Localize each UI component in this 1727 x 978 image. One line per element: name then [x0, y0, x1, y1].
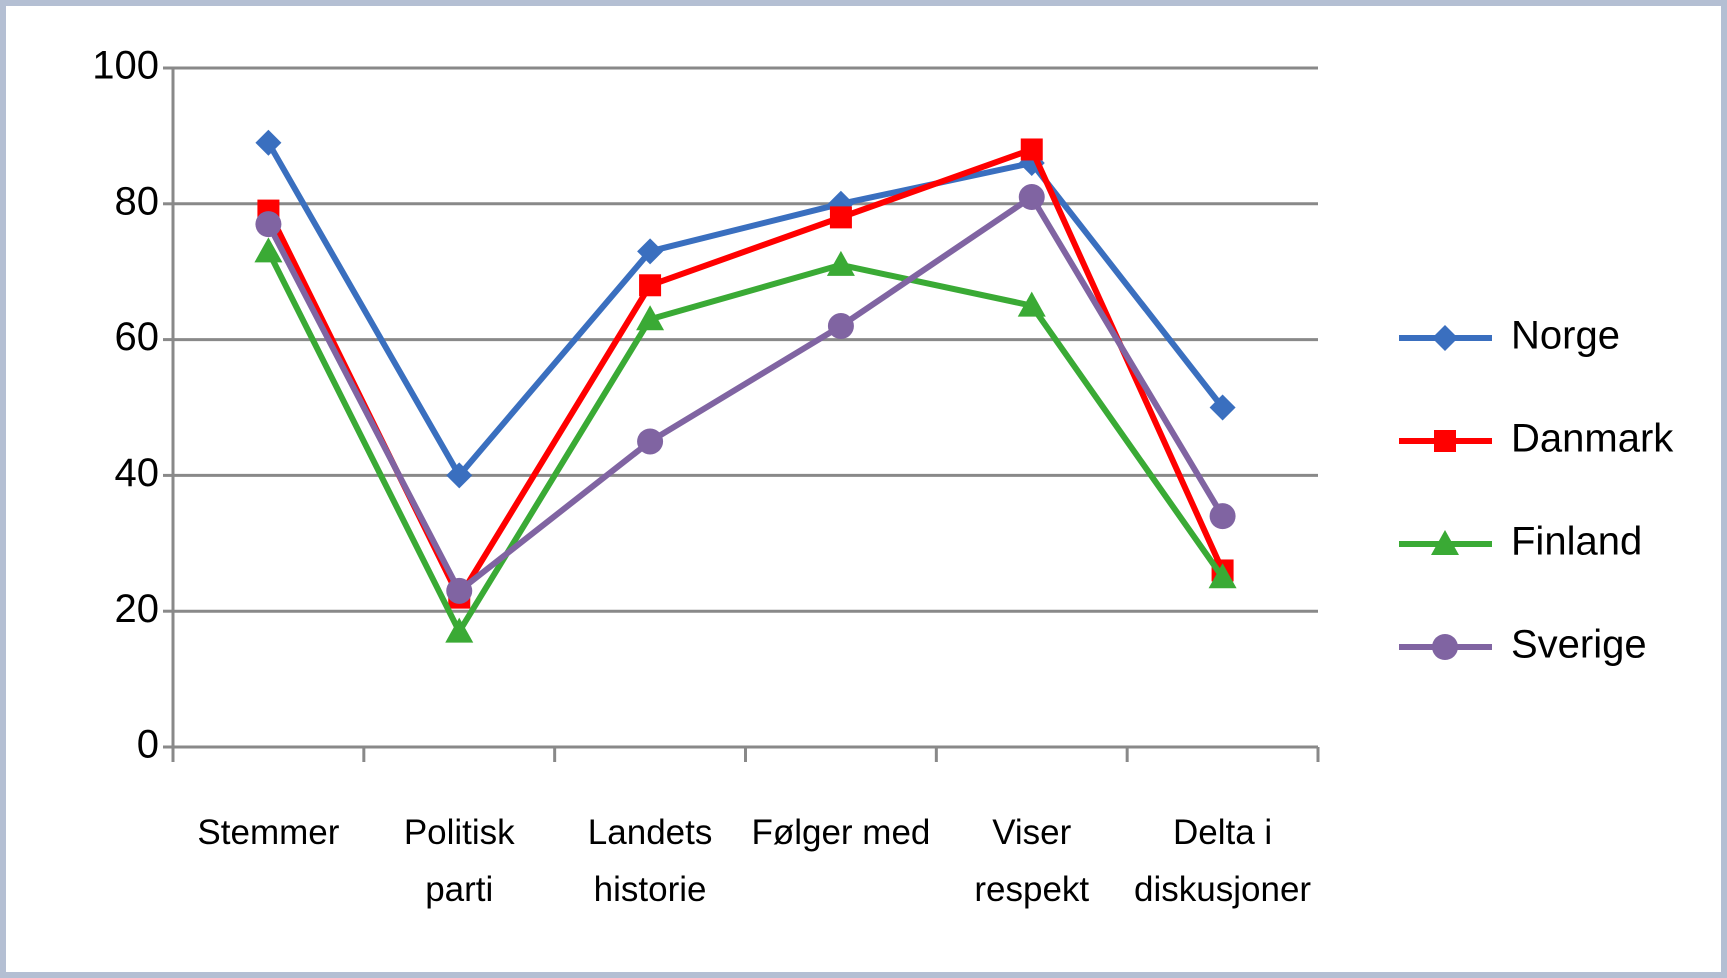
- x-tick-label: Stemmer: [197, 813, 339, 852]
- legend-label: Sverige: [1511, 623, 1647, 667]
- marker: [1432, 325, 1458, 351]
- marker: [445, 617, 474, 643]
- x-tick-label: Delta i diskusjoner: [1134, 813, 1311, 909]
- x-tick-label-line: Stemmer: [197, 813, 339, 852]
- x-tick-label-line: Viser: [992, 813, 1071, 852]
- marker: [829, 206, 852, 229]
- marker: [1209, 394, 1236, 421]
- y-tick-label: 40: [115, 451, 160, 495]
- marker: [446, 577, 473, 604]
- x-tick-label-line: historie: [594, 870, 707, 909]
- marker: [637, 238, 664, 265]
- x-tick-label: Viser respekt: [974, 813, 1089, 909]
- y-tick-label: 80: [115, 179, 160, 223]
- x-tick-label-line: diskusjoner: [1134, 870, 1311, 909]
- x-tick-label: Politisk parti: [404, 813, 515, 909]
- x-tick-label-line: Følger med: [751, 813, 930, 852]
- marker: [826, 250, 855, 276]
- series-line: [265, 141, 1225, 479]
- marker: [827, 313, 854, 340]
- y-tick-label: 100: [92, 44, 159, 88]
- marker: [637, 428, 664, 455]
- legend-label: Finland: [1511, 520, 1642, 564]
- marker: [1431, 530, 1459, 555]
- marker: [255, 129, 282, 156]
- marker: [255, 211, 282, 238]
- x-tick-label-line: Politisk: [404, 813, 515, 852]
- marker: [254, 237, 283, 263]
- legend-label: Danmark: [1511, 417, 1674, 461]
- x-tick-label-line: parti: [425, 870, 493, 909]
- marker: [1017, 291, 1046, 317]
- marker: [1208, 563, 1237, 589]
- x-tick-label-line: respekt: [974, 870, 1089, 909]
- marker: [636, 305, 665, 331]
- marker: [1020, 138, 1043, 161]
- x-tick-label-line: Delta i: [1173, 813, 1272, 852]
- y-tick-label: 60: [115, 315, 160, 359]
- x-tick-label: Landets historie: [588, 813, 713, 909]
- marker: [1209, 503, 1236, 530]
- marker: [1432, 634, 1458, 660]
- series-line: [265, 194, 1226, 594]
- legend-label: Norge: [1511, 314, 1620, 358]
- x-tick-label-line: Landets: [588, 813, 713, 852]
- y-tick-label: 0: [137, 723, 159, 767]
- y-tick-label: 20: [115, 587, 160, 631]
- x-tick-label: Følger med: [751, 813, 930, 852]
- marker: [446, 462, 473, 489]
- marker: [1434, 430, 1456, 452]
- marker: [639, 274, 662, 297]
- series-line: [265, 249, 1226, 635]
- marker: [1018, 184, 1045, 211]
